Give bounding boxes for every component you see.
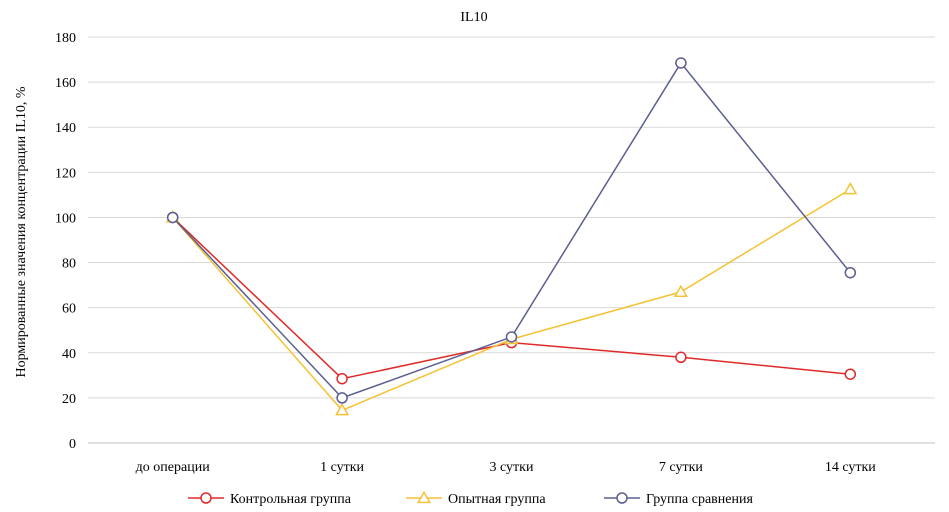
series-line — [172, 188, 851, 412]
legend-label: Контрольная группа — [230, 492, 352, 507]
data-point — [505, 331, 518, 343]
y-tick-label: 180 — [55, 31, 76, 46]
data-point — [843, 181, 858, 195]
x-tick-label: 1 сутки — [320, 460, 364, 475]
chart-title: IL10 — [460, 10, 487, 25]
y-tick-label: 100 — [55, 211, 76, 226]
data-point — [336, 372, 348, 385]
series-3 — [166, 57, 857, 404]
grid-lines — [88, 36, 935, 444]
data-point — [416, 490, 432, 504]
data-point — [336, 392, 348, 404]
y-tick-label: 0 — [69, 437, 76, 452]
data-point — [673, 284, 688, 297]
data-point — [675, 351, 687, 364]
x-tick-label: до операции — [136, 460, 211, 475]
legend-entry: Контрольная группа — [188, 492, 352, 507]
x-tick-label: 7 сутки — [659, 460, 703, 475]
y-tick-label: 40 — [62, 347, 76, 362]
y-tick-label: 140 — [55, 121, 76, 136]
data-point — [166, 211, 179, 224]
y-tick-label: 20 — [62, 392, 76, 407]
data-point — [675, 57, 687, 69]
series-1 — [166, 211, 857, 385]
series-layer — [165, 57, 858, 416]
series-2 — [165, 181, 858, 416]
data-point — [335, 403, 350, 416]
data-point — [616, 492, 628, 504]
data-point — [844, 266, 857, 279]
x-tick-labels: до операции 1 сутки 3 сутки 7 сутки 14 сутки — [136, 460, 877, 475]
y-axis-label: Нормированные значения концентрации IL10… — [14, 86, 29, 377]
legend-entry: Группа сравнения — [604, 492, 753, 507]
data-point — [844, 368, 857, 380]
x-tick-label: 14 сутки — [825, 460, 876, 475]
legend-label: Опытная группа — [448, 492, 546, 507]
legend-label: Группа сравнения — [646, 492, 753, 507]
series-line — [172, 216, 851, 380]
legend-entry: Опытная группа — [406, 490, 546, 507]
x-tick-label: 3 сутки — [490, 460, 534, 475]
y-tick-label: 60 — [62, 302, 76, 317]
legend: Контрольная группа Опытная группа Группа с… — [188, 490, 753, 507]
y-tick-label: 80 — [62, 257, 76, 272]
y-tick-label: 120 — [55, 166, 76, 181]
data-point — [200, 492, 212, 504]
y-tick-labels: 0 20 40 60 80 100 120 140 160 180 — [55, 31, 76, 452]
y-tick-label: 160 — [55, 76, 76, 91]
